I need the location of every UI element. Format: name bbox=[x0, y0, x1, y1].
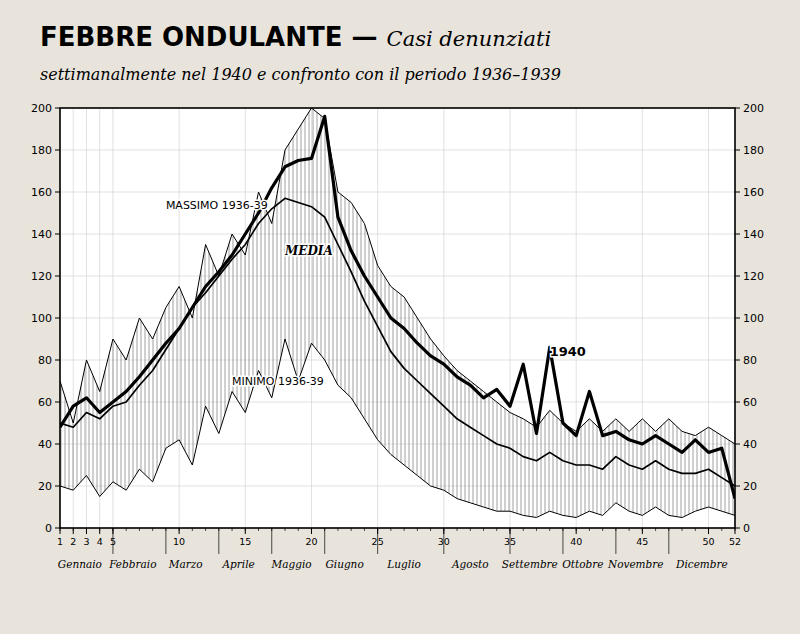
tick-label: 180 bbox=[31, 144, 52, 157]
month-divider bbox=[668, 528, 669, 554]
tick-label: 40 bbox=[570, 536, 582, 547]
month-divider bbox=[615, 528, 616, 554]
annotation: MASSIMO 1936-39 bbox=[166, 199, 268, 212]
tick-label: 0 bbox=[743, 522, 750, 535]
tick bbox=[642, 528, 643, 534]
month-label: Novembre bbox=[607, 558, 664, 570]
title-part: Casi denunziati bbox=[387, 27, 552, 51]
tick bbox=[311, 528, 312, 534]
month-label: Luglio bbox=[386, 558, 421, 570]
month-divider bbox=[324, 528, 325, 554]
tick-label: 2 bbox=[70, 536, 76, 547]
month-label: Marzo bbox=[168, 558, 203, 570]
tick-label: 80 bbox=[38, 354, 52, 367]
tick-label: 20 bbox=[305, 536, 317, 547]
tick-label: 1 bbox=[57, 536, 63, 547]
tick-label: 160 bbox=[31, 186, 52, 199]
month-label: Gennaio bbox=[58, 558, 102, 570]
annotation: MEDIA bbox=[284, 244, 333, 258]
tick-label: 120 bbox=[31, 270, 52, 283]
grid-line bbox=[60, 150, 735, 151]
grid bbox=[60, 108, 735, 528]
subtitle: settimanalmente nel 1940 e confronto con… bbox=[40, 65, 561, 84]
tick-label: 200 bbox=[743, 102, 764, 115]
month-divider bbox=[271, 528, 272, 554]
month-divider bbox=[218, 528, 219, 554]
tick-label: 52 bbox=[729, 536, 741, 547]
month-label: Dicembre bbox=[675, 558, 728, 570]
annotation: 1940 bbox=[550, 344, 586, 359]
tick bbox=[99, 528, 100, 534]
plot-frame bbox=[60, 108, 735, 528]
tick-label: 160 bbox=[743, 186, 764, 199]
tick bbox=[576, 528, 577, 534]
chart: FEBBRE ONDULANTE — Casi denunziati settim… bbox=[0, 0, 800, 634]
grid-line bbox=[60, 276, 735, 277]
tick-label: 100 bbox=[743, 312, 764, 325]
tick-label: 45 bbox=[636, 536, 648, 547]
min-line bbox=[60, 339, 735, 518]
tick-label: 15 bbox=[239, 536, 251, 547]
tick bbox=[86, 528, 87, 534]
title: FEBBRE ONDULANTE — Casi denunziati bbox=[40, 22, 551, 52]
title-part: FEBBRE ONDULANTE bbox=[40, 22, 343, 52]
tick-label: 120 bbox=[743, 270, 764, 283]
tick-label: 200 bbox=[31, 102, 52, 115]
month-label: Giugno bbox=[325, 558, 363, 570]
month-divider bbox=[377, 528, 378, 554]
tick-label: 60 bbox=[38, 396, 52, 409]
tick-label: 140 bbox=[31, 228, 52, 241]
month-divider bbox=[165, 528, 166, 554]
tick-label: 0 bbox=[45, 522, 52, 535]
plot-background bbox=[60, 108, 735, 528]
tick-label: 40 bbox=[38, 438, 52, 451]
month-label: Agosto bbox=[451, 558, 489, 570]
tick-label: 80 bbox=[743, 354, 757, 367]
tick bbox=[73, 528, 74, 534]
tick-label: 4 bbox=[97, 536, 103, 547]
annotation: MINIMO 1936-39 bbox=[232, 375, 324, 388]
tick-label: 20 bbox=[743, 480, 757, 493]
tick-label: 100 bbox=[31, 312, 52, 325]
month-divider bbox=[510, 528, 511, 554]
month-divider bbox=[112, 528, 113, 554]
month-label: Febbraio bbox=[108, 558, 156, 570]
tick-label: 50 bbox=[702, 536, 714, 547]
tick-label: 60 bbox=[743, 396, 757, 409]
data bbox=[60, 108, 735, 518]
tick bbox=[60, 528, 61, 534]
grid-line bbox=[60, 234, 735, 235]
month-label: Maggio bbox=[271, 558, 312, 570]
title-part: — bbox=[343, 22, 387, 52]
tick-label: 140 bbox=[743, 228, 764, 241]
month-divider bbox=[562, 528, 563, 554]
tick-label: 180 bbox=[743, 144, 764, 157]
month-divider bbox=[443, 528, 444, 554]
tick-label: 10 bbox=[173, 536, 185, 547]
tick bbox=[245, 528, 246, 534]
grid-line bbox=[60, 192, 735, 193]
month-label: Ottobre bbox=[562, 558, 603, 570]
max-line bbox=[60, 108, 735, 444]
month-label: Settembre bbox=[502, 558, 558, 570]
tick bbox=[735, 528, 736, 534]
tick-label: 3 bbox=[83, 536, 89, 547]
tick-label: 40 bbox=[743, 438, 757, 451]
tick bbox=[708, 528, 709, 534]
range-band bbox=[60, 108, 735, 518]
year-line bbox=[60, 116, 735, 498]
month-label: Aprile bbox=[222, 558, 255, 570]
tick bbox=[179, 528, 180, 534]
tick-label: 20 bbox=[38, 480, 52, 493]
